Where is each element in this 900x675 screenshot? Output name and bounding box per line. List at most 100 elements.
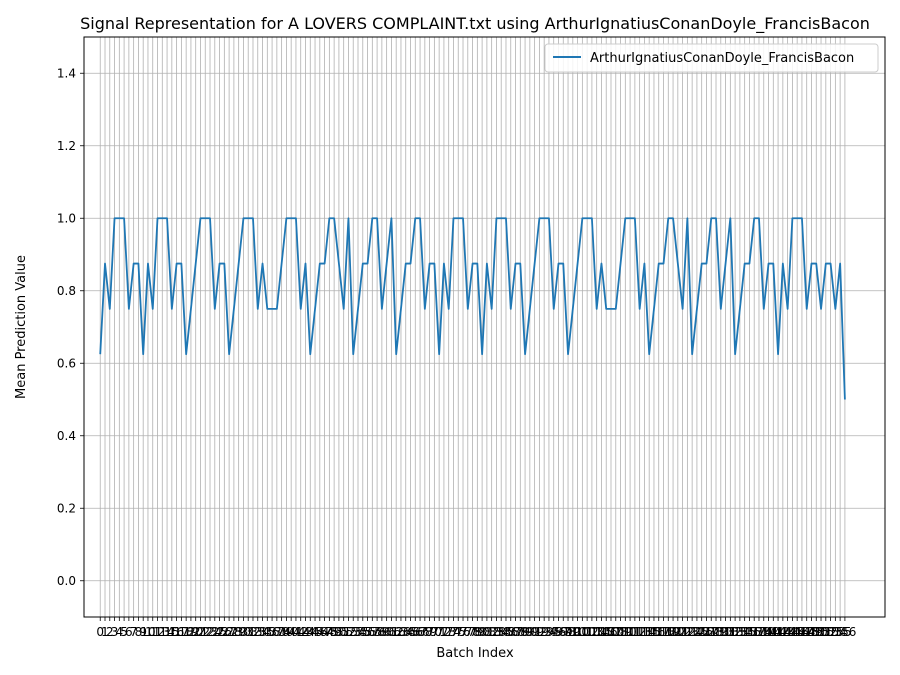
- x-tick-label: 85: [498, 625, 513, 639]
- x-tick-label: 31: [241, 625, 256, 639]
- x-tick-label: 149: [800, 625, 823, 639]
- x-tick-label: 110: [614, 625, 637, 639]
- plot-frame: [83, 36, 886, 618]
- x-tick-label: 135: [733, 625, 756, 639]
- data-point: [753, 217, 755, 219]
- data-point: [772, 263, 774, 265]
- data-point: [629, 217, 631, 219]
- data-point: [634, 217, 636, 219]
- data-point: [195, 263, 197, 265]
- x-tick-label: 15: [164, 625, 179, 639]
- data-point: [185, 353, 187, 355]
- x-tick-label: 76: [455, 625, 470, 639]
- x-tick-label: 118: [652, 625, 675, 639]
- x-tick-label: 154: [824, 625, 847, 639]
- data-point: [658, 263, 660, 265]
- x-tick-label: 93: [537, 625, 552, 639]
- data-point: [324, 263, 326, 265]
- data-point: [357, 308, 359, 310]
- data-point: [123, 217, 125, 219]
- data-point: [701, 263, 703, 265]
- x-tick-label: 14: [159, 625, 174, 639]
- data-point: [462, 217, 464, 219]
- x-tick-label: 152: [814, 625, 837, 639]
- x-tick-label: 97: [556, 625, 571, 639]
- data-point: [791, 217, 793, 219]
- x-tick-label: 79: [470, 625, 485, 639]
- x-tick-label: 43: [298, 625, 313, 639]
- x-tick-label: 30: [236, 625, 251, 639]
- x-tick-label: 10: [140, 625, 155, 639]
- y-tick-label: 0.2: [57, 501, 76, 515]
- x-tick-label: 25: [212, 625, 227, 639]
- data-point: [744, 263, 746, 265]
- data-point: [844, 399, 846, 401]
- data-point: [495, 217, 497, 219]
- x-tick-label: 130: [709, 625, 732, 639]
- data-point: [763, 308, 765, 310]
- data-point: [467, 308, 469, 310]
- x-tick-label: 59: [374, 625, 389, 639]
- x-tick-label: 77: [460, 625, 475, 639]
- data-point: [304, 263, 306, 265]
- data-point: [787, 308, 789, 310]
- x-tick-label: 119: [657, 625, 680, 639]
- data-point: [219, 263, 221, 265]
- x-tick-label: 42: [293, 625, 308, 639]
- data-point: [99, 353, 101, 355]
- x-tick-label: 6: [125, 625, 133, 639]
- data-point: [118, 217, 120, 219]
- x-tick-label: 134: [728, 625, 751, 639]
- data-point: [672, 217, 674, 219]
- x-tick-label: 45: [307, 625, 322, 639]
- data-point: [405, 263, 407, 265]
- data-point: [830, 263, 832, 265]
- x-tick-label: 100: [566, 625, 589, 639]
- data-point: [796, 217, 798, 219]
- x-tick-label: 47: [317, 625, 332, 639]
- data-point: [729, 217, 731, 219]
- x-tick-label: 60: [379, 625, 394, 639]
- x-tick-label: 36: [264, 625, 279, 639]
- x-tick-label: 56: [360, 625, 375, 639]
- x-tick-label: 90: [522, 625, 537, 639]
- data-point: [309, 353, 311, 355]
- x-tick-label: 57: [365, 625, 380, 639]
- x-tick-label: 103: [580, 625, 603, 639]
- data-point: [362, 263, 364, 265]
- data-point: [171, 308, 173, 310]
- data-point: [371, 217, 373, 219]
- data-point: [266, 308, 268, 310]
- x-tick-label: 71: [432, 625, 447, 639]
- x-tick-label: 72: [436, 625, 451, 639]
- x-tick-label: 18: [179, 625, 194, 639]
- data-point: [300, 308, 302, 310]
- x-tick-label: 21: [193, 625, 208, 639]
- data-point: [419, 217, 421, 219]
- data-point: [152, 308, 154, 310]
- data-point: [720, 308, 722, 310]
- data-point: [147, 263, 149, 265]
- x-tick-label: 4: [116, 625, 124, 639]
- y-tick-label: 0.6: [57, 356, 76, 370]
- data-point: [691, 353, 693, 355]
- x-tick-label: 114: [633, 625, 656, 639]
- data-point: [343, 308, 345, 310]
- x-tick-label: 125: [685, 625, 708, 639]
- chart-title: Signal Representation for A LOVERS COMPL…: [80, 14, 870, 34]
- data-point: [739, 308, 741, 310]
- x-tick-label: 116: [643, 625, 666, 639]
- x-tick-label: 3: [111, 625, 119, 639]
- data-point: [352, 353, 354, 355]
- series-line: [99, 217, 846, 400]
- data-point: [677, 263, 679, 265]
- data-point: [715, 217, 717, 219]
- x-tick-label: 153: [819, 625, 842, 639]
- x-tick-label: 63: [393, 625, 408, 639]
- x-tick-label: 73: [441, 625, 456, 639]
- data-point: [414, 217, 416, 219]
- x-tick-label: 106: [595, 625, 618, 639]
- legend-box: [544, 43, 879, 73]
- x-tick-label: 111: [619, 625, 642, 639]
- data-point: [347, 217, 349, 219]
